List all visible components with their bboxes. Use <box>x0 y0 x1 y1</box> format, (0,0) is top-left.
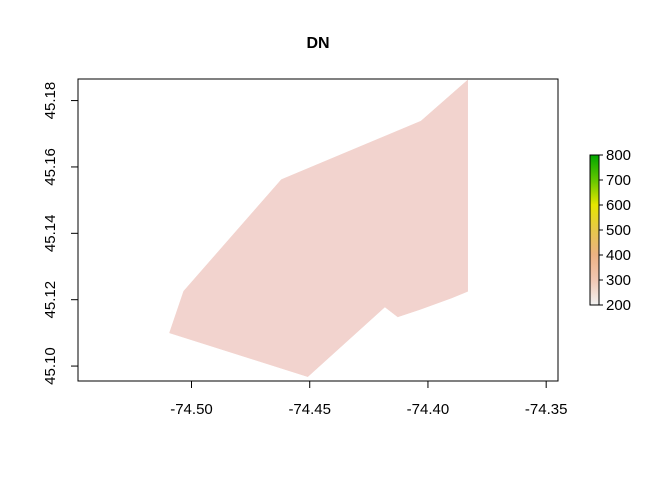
color-legend: 200 300 400 500 600 700 800 <box>589 147 631 314</box>
y-tick-label: 45.10 <box>42 347 59 385</box>
y-axis: 45.10 45.12 45.14 45.16 45.18 <box>42 82 78 385</box>
legend-color-bar <box>589 154 600 306</box>
legend-tick-label: 600 <box>606 197 631 214</box>
raster-layer <box>169 79 468 377</box>
plot-frame <box>77 78 559 382</box>
legend-tick-label: 800 <box>606 147 631 164</box>
x-tick-label: -74.35 <box>525 401 568 418</box>
x-tick-label: -74.40 <box>407 401 450 418</box>
y-tick-label: 45.14 <box>42 215 59 253</box>
legend-tick-label: 200 <box>606 297 631 314</box>
x-tick-label: -74.45 <box>288 401 331 418</box>
raster-main-footprint <box>169 79 468 377</box>
legend-tick-label: 300 <box>606 272 631 289</box>
chart-title: DN <box>306 35 329 52</box>
y-tick-label: 45.18 <box>42 82 59 120</box>
x-axis: -74.50 -74.45 -74.40 -74.35 <box>170 381 567 418</box>
x-tick-label: -74.50 <box>170 401 213 418</box>
legend-tick-label: 500 <box>606 222 631 239</box>
y-tick-label: 45.16 <box>42 148 59 186</box>
raster-south-lobe <box>384 274 468 318</box>
legend-tick-label: 400 <box>606 247 631 264</box>
legend-tick-label: 700 <box>606 172 631 189</box>
y-tick-label: 45.12 <box>42 281 59 319</box>
